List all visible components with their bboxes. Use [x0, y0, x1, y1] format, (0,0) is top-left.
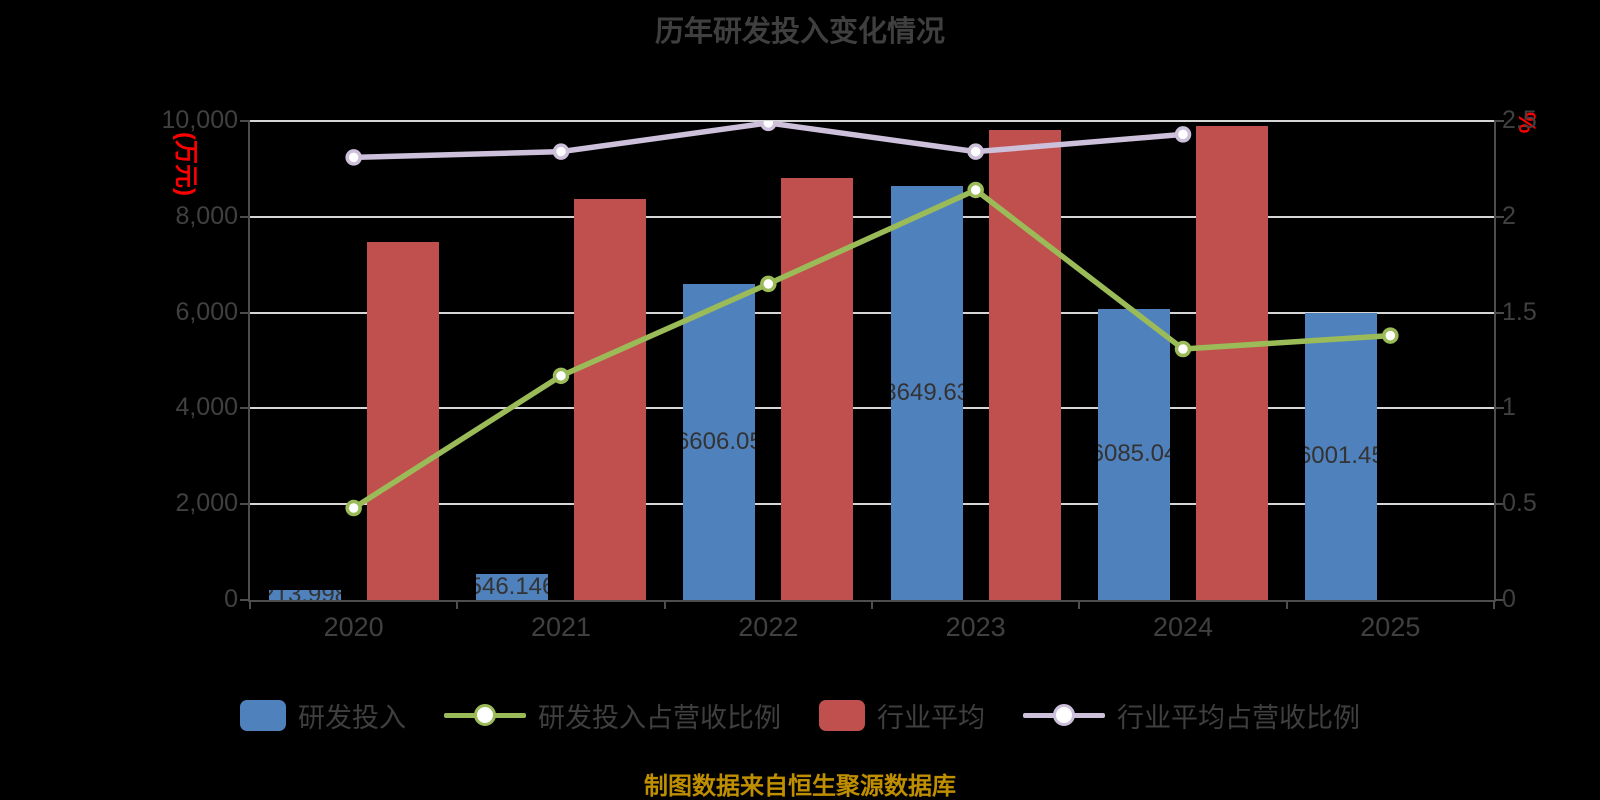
- left-axis-tick-label: 8,000: [175, 201, 238, 230]
- right-axis-tickmark: [1494, 215, 1504, 218]
- left-axis-tickmark: [240, 120, 250, 122]
- line-marker-icon: [967, 181, 984, 199]
- left-axis-tickmark: [240, 599, 250, 601]
- left-axis-tick-label: 10,000: [161, 106, 238, 134]
- legend-label: 研发投入占营收比例: [538, 703, 781, 733]
- data-source-caption: 制图数据来自恒生聚源数据库: [644, 773, 956, 800]
- bar-value-label: 6606.05: [683, 427, 755, 455]
- bar-value-label: 8649.63: [891, 378, 963, 406]
- left-axis-tickmark: [240, 215, 250, 218]
- left-axis-tick-label: 6,000: [175, 297, 238, 326]
- bar-industry-average: [1196, 126, 1268, 600]
- x-axis-tickmark: [1078, 600, 1081, 609]
- line-marker-icon: [1382, 327, 1399, 344]
- right-axis-tickmark: [1494, 120, 1504, 122]
- line-marker-icon: [967, 143, 984, 160]
- left-axis-unit-label: (万元): [172, 132, 199, 196]
- left-axis-tickmark: [240, 407, 250, 410]
- x-axis-tickmark: [1285, 600, 1288, 609]
- rd-ratio-line-marker-icon: [444, 700, 526, 731]
- gridline: [250, 215, 1494, 218]
- right-axis-tickmark: [1494, 407, 1504, 410]
- right-axis-tickmark: [1494, 599, 1504, 601]
- legend-item-rd-investment: 研发投入: [240, 696, 406, 735]
- left-axis-tick-label: 4,000: [175, 393, 238, 422]
- right-axis-tick-label: 1: [1502, 393, 1516, 422]
- legend-label: 研发投入: [298, 703, 406, 733]
- right-axis-tick-label: 0.5: [1502, 489, 1537, 518]
- bar-value-label: 213.998: [269, 590, 341, 600]
- line-marker-icon: [1174, 126, 1192, 143]
- line-marker-icon: [552, 143, 570, 160]
- right-axis-tick-label: 1.5: [1502, 297, 1537, 326]
- x-axis-tickmark: [871, 600, 873, 609]
- x-axis-tickmark: [456, 600, 459, 609]
- left-axis-tickmark: [240, 311, 250, 314]
- line-marker-icon: [1174, 340, 1192, 358]
- bar-rd-investment: 8649.63: [890, 185, 963, 600]
- x-axis-tick-label: 2021: [530, 612, 592, 642]
- bar-industry-average: [366, 242, 439, 600]
- bar-rd-investment: 6001.45: [1305, 312, 1378, 600]
- line-marker-icon: [552, 367, 570, 385]
- legend: 研发投入 研发投入占营收比例 行业平均 行业平均占营收比例: [0, 696, 1600, 735]
- line-marker-icon: [345, 149, 362, 166]
- bar-industry-average: [574, 198, 646, 600]
- bar-rd-investment: 546.146: [476, 573, 548, 600]
- chart-title: 历年研发投入变化情况: [654, 16, 945, 48]
- industry-ratio-line-marker-icon: [1023, 700, 1105, 731]
- right-axis-line: [1494, 121, 1496, 600]
- left-axis-tick-label: 0: [224, 585, 238, 613]
- legend-item-industry-ratio: 行业平均占营收比例: [1023, 696, 1360, 735]
- x-axis-tick-label: 2023: [945, 612, 1006, 642]
- right-axis-tick-label: 0: [1502, 585, 1516, 613]
- x-axis-tick-label: 2024: [1152, 612, 1214, 642]
- x-axis-tick-label: 2020: [323, 612, 384, 642]
- right-axis-tick-label: 2: [1502, 201, 1516, 230]
- x-axis-tick-label: 2025: [1360, 612, 1421, 642]
- x-axis-tickmark: [249, 600, 251, 609]
- bar-value-label: 6001.45: [1305, 442, 1377, 470]
- bar-rd-investment: 213.998: [268, 589, 341, 600]
- gridline: [250, 120, 1494, 122]
- left-axis-line: [248, 121, 250, 600]
- x-axis-tickmark: [1493, 600, 1495, 609]
- line-marker-icon: [760, 121, 777, 132]
- bar-industry-average: [988, 130, 1061, 600]
- bar-value-label: 546.146: [476, 573, 548, 600]
- right-axis-tick-label: 2.5: [1502, 106, 1537, 134]
- right-axis-tickmark: [1494, 311, 1504, 314]
- right-axis-tickmark: [1494, 503, 1504, 506]
- left-axis-tickmark: [240, 503, 250, 506]
- legend-item-rd-ratio: 研发投入占营收比例: [444, 696, 781, 735]
- left-axis-tick-label: 2,000: [175, 489, 238, 518]
- legend-item-industry-avg: 行业平均: [819, 696, 985, 735]
- bar-rd-investment: 6606.05: [683, 283, 756, 600]
- legend-label: 行业平均占营收比例: [1117, 703, 1360, 733]
- x-axis-tickmark: [663, 600, 666, 609]
- legend-label: 行业平均: [877, 703, 985, 733]
- x-axis-tick-label: 2022: [738, 612, 799, 642]
- line-marker-icon: [760, 275, 777, 293]
- bar-industry-average: [781, 178, 854, 600]
- rd-investment-swatch-icon: [240, 700, 286, 731]
- industry-avg-swatch-icon: [819, 700, 865, 731]
